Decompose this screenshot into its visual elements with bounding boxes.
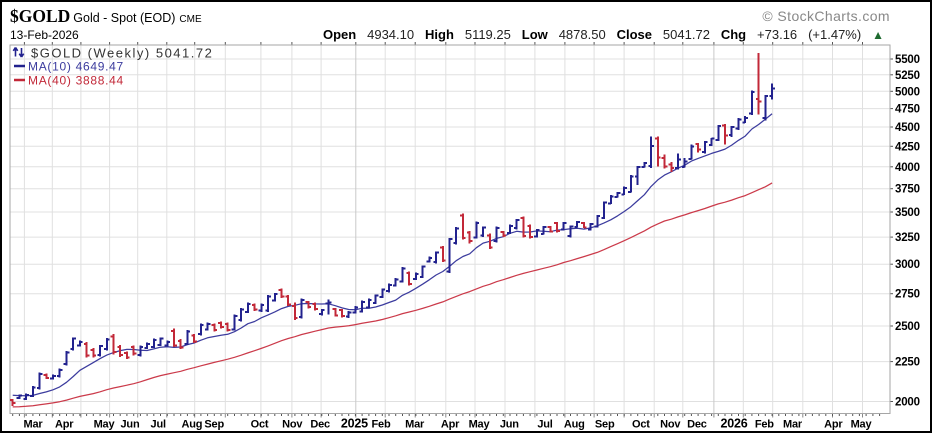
svg-text:2000: 2000 [895, 397, 920, 409]
svg-text:Jul: Jul [151, 419, 166, 431]
svg-text:Apr: Apr [55, 419, 74, 431]
svg-text:Jun: Jun [121, 419, 140, 431]
svg-text:Oct: Oct [251, 419, 269, 431]
svg-text:Mar: Mar [24, 419, 44, 431]
svg-text:May: May [851, 419, 873, 431]
svg-text:Mar: Mar [405, 419, 425, 431]
svg-text:5500: 5500 [895, 54, 920, 66]
svg-text:May: May [94, 419, 116, 431]
svg-text:Aug: Aug [564, 419, 585, 431]
svg-text:Jul: Jul [537, 419, 552, 431]
svg-text:MA(10) 4649.47: MA(10) 4649.47 [28, 60, 124, 74]
svg-text:May: May [469, 419, 491, 431]
svg-text:2500: 2500 [895, 321, 920, 333]
svg-text:MA(40) 3888.44: MA(40) 3888.44 [28, 74, 124, 88]
svg-text:2026: 2026 [720, 417, 747, 431]
svg-text:Nov: Nov [282, 419, 303, 431]
svg-text:Apr: Apr [824, 419, 843, 431]
svg-text:Dec: Dec [310, 419, 330, 431]
svg-text:4000: 4000 [895, 162, 920, 174]
svg-text:4750: 4750 [895, 104, 920, 116]
svg-text:Mar: Mar [783, 419, 803, 431]
svg-text:Feb: Feb [755, 419, 774, 431]
svg-text:Sep: Sep [595, 419, 615, 431]
svg-text:5000: 5000 [895, 86, 920, 98]
svg-text:3000: 3000 [895, 259, 920, 271]
svg-text:Apr: Apr [441, 419, 460, 431]
svg-text:Oct: Oct [632, 419, 650, 431]
svg-text:4250: 4250 [895, 141, 920, 153]
svg-text:4500: 4500 [895, 122, 920, 134]
svg-text:2750: 2750 [895, 289, 920, 301]
svg-text:3500: 3500 [895, 207, 920, 219]
svg-text:$GOLD (Weekly) 5041.72: $GOLD (Weekly) 5041.72 [31, 46, 213, 61]
svg-text:3750: 3750 [895, 184, 920, 196]
svg-text:2025: 2025 [341, 417, 368, 431]
svg-text:Sep: Sep [204, 419, 224, 431]
svg-text:Dec: Dec [687, 419, 707, 431]
svg-text:3250: 3250 [895, 232, 920, 244]
svg-text:Nov: Nov [660, 419, 681, 431]
svg-text:Jun: Jun [500, 419, 519, 431]
svg-text:Aug: Aug [182, 419, 203, 431]
svg-text:Feb: Feb [372, 419, 391, 431]
svg-text:2250: 2250 [895, 357, 920, 369]
svg-text:5250: 5250 [895, 70, 920, 82]
